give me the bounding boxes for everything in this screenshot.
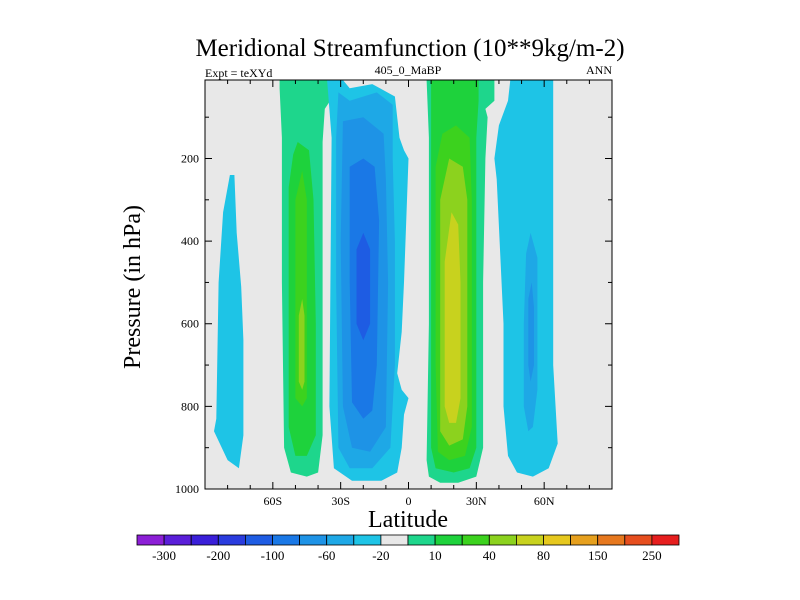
colorbar-box-2 — [190, 534, 219, 546]
colorbar-label-4: -20 — [372, 548, 389, 563]
colorbar-label-2: -100 — [261, 548, 285, 563]
colorbar-label-0: -300 — [152, 548, 176, 563]
contour-region-9 — [356, 232, 371, 341]
left-string: Expt = teXYd — [205, 66, 272, 80]
colorbar-box-0 — [136, 534, 165, 546]
y-axis-label: Pressure (in hPa) — [120, 205, 146, 369]
colorbar-box-11 — [434, 534, 463, 546]
colorbar-label-6: 40 — [483, 548, 496, 563]
colorbar-box-8 — [353, 534, 382, 546]
colorbar-box-5 — [272, 534, 301, 546]
colorbar-box-7 — [326, 534, 355, 546]
center-string: 405_0_MaBP — [375, 63, 442, 77]
x-tick-label-4: 60N — [534, 494, 555, 508]
colorbar-label-8: 150 — [588, 548, 608, 563]
y-axis-ticks: 200 400 600 800 1000 — [175, 116, 612, 496]
colorbar-box-3 — [217, 534, 246, 546]
y-tick-label-0: 200 — [181, 151, 199, 165]
colorbar-box-16 — [570, 534, 599, 546]
colorbar-box-19 — [651, 534, 680, 546]
x-tick-label-0: 60S — [263, 494, 282, 508]
colorbar-box-12 — [461, 534, 490, 546]
right-string: ANN — [586, 63, 612, 77]
colorbar-box-17 — [597, 534, 626, 546]
chart-title: Meridional Streamfunction (10**9kg/m-2) — [195, 35, 624, 62]
colorbar-box-15 — [543, 534, 572, 546]
y-tick-label-2: 600 — [181, 317, 199, 331]
colorbar-box-1 — [163, 534, 192, 546]
x-axis-label: Latitude — [368, 507, 448, 533]
x-tick-label-2: 0 — [406, 494, 412, 508]
y-tick-label-1: 400 — [181, 234, 199, 248]
colorbar-box-10 — [407, 534, 436, 546]
colorbar-box-6 — [299, 534, 328, 546]
contour-region-4 — [298, 299, 305, 390]
x-tick-label-3: 30N — [466, 494, 487, 508]
colorbar-label-7: 80 — [537, 548, 550, 563]
colorbar-box-14 — [516, 534, 544, 546]
contour-region-0 — [214, 175, 244, 469]
colorbar: -300 -200 -100 -60 -20 10 40 80 150 250 — [136, 534, 680, 563]
colorbar-box-18 — [624, 534, 653, 546]
contour-fill-regions — [205, 80, 612, 489]
colorbar-label-1: -200 — [206, 548, 230, 563]
y-tick-label-4: 1000 — [175, 482, 199, 496]
colorbar-box-4 — [244, 534, 273, 546]
colorbar-box-13 — [488, 534, 517, 546]
y-tick-label-3: 800 — [181, 399, 199, 413]
contour-region-17 — [528, 282, 534, 382]
colorbar-label-3: -60 — [318, 548, 335, 563]
x-tick-label-1: 30S — [331, 494, 350, 508]
contour-region-14 — [444, 212, 461, 423]
colorbar-label-9: 250 — [642, 548, 662, 563]
x-axis-ticks: 60S 30S 0 30N 60N — [227, 80, 590, 508]
colorbar-label-5: 10 — [429, 548, 442, 563]
colorbar-box-9 — [380, 534, 409, 546]
